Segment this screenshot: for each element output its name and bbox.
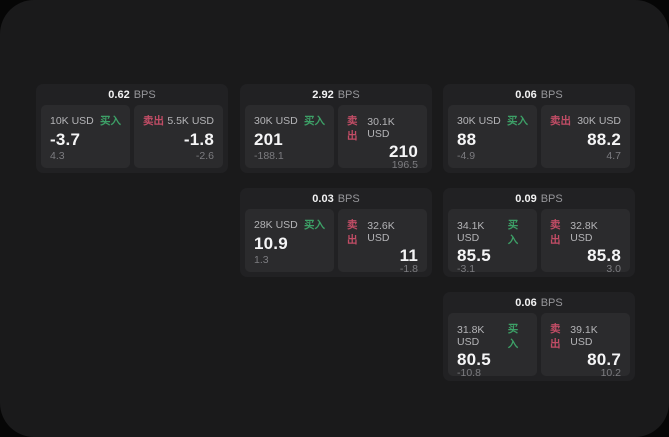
quote-card-6: 0.06 BPS 31.8K USD 买入 80.5 -10.8 卖出 39.1… xyxy=(443,292,635,381)
buy-panel[interactable]: 34.1K USD 买入 85.5 -3.1 xyxy=(448,209,537,275)
sell-sub-value: 4.7 xyxy=(606,149,621,162)
sell-label: 卖出 xyxy=(550,115,571,127)
sell-label: 卖出 xyxy=(347,115,358,142)
sell-panel[interactable]: 卖出 32.8K USD 85.8 3.0 xyxy=(541,209,630,275)
sell-price: 80.7 xyxy=(587,350,621,369)
sell-label: 卖出 xyxy=(550,323,561,350)
buy-sub-value: 1.3 xyxy=(254,253,269,266)
buy-sell-panels: 30K USD 买入 88 -4.9 卖出 30K USD 88.2 4.7 xyxy=(443,105,635,173)
bps-value: 0.09 xyxy=(515,192,537,205)
buy-price: 201 xyxy=(254,129,283,149)
card-header: 0.06 BPS xyxy=(443,292,635,313)
buy-sub-value: -3.1 xyxy=(457,263,476,275)
buy-panel[interactable]: 30K USD 买入 201 -188.1 xyxy=(245,105,334,168)
buy-amount: 28K USD xyxy=(254,218,298,231)
buy-price: 85.5 xyxy=(457,246,491,265)
buy-panel[interactable]: 31.8K USD 买入 80.5 -10.8 xyxy=(448,313,537,379)
bps-unit-label: BPS xyxy=(540,192,563,205)
buy-sell-panels: 28K USD 买入 10.9 1.3 卖出 32.6K USD 11 -1.8 xyxy=(240,209,432,277)
sell-amount: 5.5K USD xyxy=(167,114,214,127)
sell-price: 11 xyxy=(399,246,418,265)
buy-label: 买入 xyxy=(507,219,519,246)
sell-label: 卖出 xyxy=(347,219,358,246)
sell-panel[interactable]: 卖出 30.1K USD 210 196.5 xyxy=(338,105,427,171)
sell-amount: 30K USD xyxy=(577,114,621,127)
sell-sub-value: 196.5 xyxy=(391,159,418,171)
buy-panel[interactable]: 10K USD 买入 -3.7 4.3 xyxy=(41,105,130,168)
sell-sub-value: -2.6 xyxy=(195,149,214,162)
buy-sell-panels: 10K USD 买入 -3.7 4.3 卖出 5.5K USD -1.8 -2.… xyxy=(36,105,228,173)
quote-card-3: 0.06 BPS 30K USD 买入 88 -4.9 卖出 30K USD 8… xyxy=(443,84,635,173)
buy-panel[interactable]: 30K USD 买入 88 -4.9 xyxy=(448,105,537,168)
bps-value: 0.62 xyxy=(108,88,130,101)
buy-amount: 30K USD xyxy=(457,114,501,127)
bps-unit-label: BPS xyxy=(540,296,563,309)
sell-price: 88.2 xyxy=(587,129,621,149)
buy-amount: 31.8K USD xyxy=(457,324,485,348)
buy-sub-value: -188.1 xyxy=(254,149,284,162)
sell-sub-value: 3.0 xyxy=(606,263,621,275)
card-header: 0.03 BPS xyxy=(240,188,432,209)
quote-card-1: 0.62 BPS 10K USD 买入 -3.7 4.3 卖出 5.5K USD… xyxy=(36,84,228,173)
card-header: 0.62 BPS xyxy=(36,84,228,105)
card-header: 0.09 BPS xyxy=(443,188,635,209)
buy-sub-value: -4.9 xyxy=(457,149,476,162)
sell-panel[interactable]: 卖出 39.1K USD 80.7 10.2 xyxy=(541,313,630,379)
quote-card-2: 2.92 BPS 30K USD 买入 201 -188.1 卖出 30.1K … xyxy=(240,84,432,173)
card-header: 2.92 BPS xyxy=(240,84,432,105)
sell-panel[interactable]: 卖出 5.5K USD -1.8 -2.6 xyxy=(134,105,223,168)
buy-sell-panels: 31.8K USD 买入 80.5 -10.8 卖出 39.1K USD 80.… xyxy=(443,313,635,381)
bps-unit-label: BPS xyxy=(337,88,360,101)
sell-price: -1.8 xyxy=(183,129,214,149)
bps-value: 0.06 xyxy=(515,88,537,101)
sell-sub-value: -1.8 xyxy=(399,263,418,275)
bps-value: 0.03 xyxy=(312,192,334,205)
buy-label: 买入 xyxy=(304,219,325,231)
sell-price: 85.8 xyxy=(587,246,621,265)
sell-price: 210 xyxy=(389,142,418,161)
sell-amount: 30.1K USD xyxy=(367,116,395,140)
buy-label: 买入 xyxy=(100,115,121,127)
buy-price: 88 xyxy=(457,129,477,149)
sell-amount: 32.6K USD xyxy=(367,220,395,244)
buy-label: 买入 xyxy=(304,115,325,127)
card-header: 0.06 BPS xyxy=(443,84,635,105)
bps-value: 2.92 xyxy=(312,88,334,101)
sell-label: 卖出 xyxy=(550,219,561,246)
buy-price: 80.5 xyxy=(457,350,491,369)
buy-amount: 10K USD xyxy=(50,114,94,127)
bps-unit-label: BPS xyxy=(133,88,156,101)
sell-amount: 39.1K USD xyxy=(570,324,598,348)
buy-panel[interactable]: 28K USD 买入 10.9 1.3 xyxy=(245,209,334,272)
buy-sub-value: 4.3 xyxy=(50,149,65,162)
sell-panel[interactable]: 卖出 30K USD 88.2 4.7 xyxy=(541,105,630,168)
bps-unit-label: BPS xyxy=(337,192,360,205)
buy-sell-panels: 34.1K USD 买入 85.5 -3.1 卖出 32.8K USD 85.8… xyxy=(443,209,635,277)
sell-amount: 32.8K USD xyxy=(570,220,598,244)
buy-amount: 30K USD xyxy=(254,114,298,127)
buy-price: -3.7 xyxy=(50,129,81,149)
buy-amount: 34.1K USD xyxy=(457,220,485,244)
buy-price: 10.9 xyxy=(254,233,288,253)
quote-card-4: 0.03 BPS 28K USD 买入 10.9 1.3 卖出 32.6K US… xyxy=(240,188,432,277)
buy-label: 买入 xyxy=(507,323,519,350)
bps-unit-label: BPS xyxy=(540,88,563,101)
sell-panel[interactable]: 卖出 32.6K USD 11 -1.8 xyxy=(338,209,427,275)
buy-sell-panels: 30K USD 买入 201 -188.1 卖出 30.1K USD 210 1… xyxy=(240,105,432,173)
buy-label: 买入 xyxy=(507,115,528,127)
bps-value: 0.06 xyxy=(515,296,537,309)
sell-sub-value: 10.2 xyxy=(600,367,621,379)
quote-card-5: 0.09 BPS 34.1K USD 买入 85.5 -3.1 卖出 32.8K… xyxy=(443,188,635,277)
sell-label: 卖出 xyxy=(143,115,164,127)
buy-sub-value: -10.8 xyxy=(457,367,481,379)
